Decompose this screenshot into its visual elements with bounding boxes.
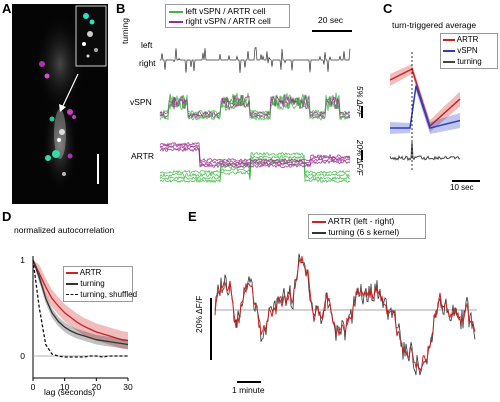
panel-e-time-scale-label: 1 minute [232, 385, 265, 395]
vspn-trace [159, 98, 351, 121]
d-legend-turning-label: turning [80, 279, 105, 288]
d-series-line-2 [32, 259, 128, 358]
panel-b-traces [159, 46, 351, 184]
d-legend-artr: ARTR [66, 268, 101, 277]
e-legend-artr-swatch [312, 220, 326, 223]
artr-trace [159, 147, 351, 169]
row-label-artr: ARTR [131, 151, 154, 161]
c-legend-turning-swatch [443, 60, 455, 63]
d-x-tick-label: 10 [60, 382, 70, 392]
panel-b-time-scale-label: 20 sec [318, 15, 344, 25]
panel-d-xlabel: lag (seconds) [44, 387, 96, 397]
d-series-line-1 [32, 259, 129, 346]
row-label-left: left [141, 40, 153, 50]
row-label-turning: turning [120, 18, 130, 44]
artr-scale-label: 20% ΔF/F [355, 140, 364, 176]
panel-e-y-scale-bar [210, 298, 212, 360]
panel-e-ylabel: 20% ΔF/F [194, 295, 204, 333]
panel-c-time-scale-bar [452, 180, 480, 182]
legend-right-swatch [169, 20, 183, 23]
panel-e-traces [214, 253, 477, 376]
vspn-trace [159, 96, 351, 120]
c-legend-turning: turning [443, 57, 482, 66]
c-legend-vspn-label: vSPN [457, 46, 478, 55]
artr-trace [159, 141, 351, 163]
brain-image-graphic [34, 5, 107, 194]
artr-trace [159, 157, 351, 181]
d-legend-shuffled: turning, shuffled [66, 290, 137, 299]
d-band-0 [33, 260, 128, 350]
legend-left-swatch [169, 10, 183, 13]
d-y-tick-label: 1 [20, 255, 25, 265]
c-legend-artr-label: ARTR [456, 35, 479, 44]
e-legend-turning: turning (6 s kernel) [312, 227, 399, 237]
d-legend-shuffled-label: turning, shuffled [80, 290, 138, 299]
turning-mean-line [389, 141, 461, 162]
panel-b-letter: B [116, 1, 126, 16]
panel-a-letter: A [2, 1, 12, 16]
d-x-tick-label: 20 [92, 382, 102, 392]
panel-d-title: normalized autocorrelation [14, 225, 115, 235]
turning-trace [160, 46, 351, 73]
e-legend-artr: ARTR (left - right) [312, 216, 394, 226]
c-legend-artr: ARTR [443, 35, 478, 44]
vspn-scale-bar [361, 106, 363, 118]
artr-trace [159, 151, 351, 175]
artr-scale-bar [361, 150, 363, 160]
panel-c-letter: C [383, 1, 393, 16]
e-legend-turning-swatch [312, 231, 326, 234]
d-x-tick-label: 30 [123, 382, 133, 392]
artr-trace [159, 154, 351, 178]
panel-d-chart: 0 10 20 30 0 1 [20, 255, 133, 392]
d-legend-turning-swatch [66, 282, 78, 285]
panel-e-time-scale-bar [237, 381, 261, 383]
row-label-vspn: vSPN [130, 97, 152, 107]
d-x-tick-label: 0 [31, 382, 36, 392]
e-artr-trace [214, 256, 476, 373]
legend-right-label: right vSPN / ARTR cell [185, 16, 271, 26]
vspn-scale-label: 5% ΔF/F [355, 86, 364, 117]
panel-d-letter: D [2, 209, 12, 224]
artr-trace [159, 143, 351, 165]
d-legend-turning: turning [66, 279, 105, 288]
panel-c-time-scale-label: 10 sec [450, 183, 474, 192]
d-legend-shuffled-swatch [66, 294, 78, 296]
panel-c-title: turn-triggered average [392, 20, 477, 30]
panel-e-letter: E [188, 209, 197, 224]
artr-mean-line [389, 67, 461, 128]
vspn-mean-line [390, 85, 461, 129]
c-legend-vspn-swatch [443, 49, 455, 52]
panel-e-legend: ARTR (left - right) turning (6 s kernel) [308, 214, 426, 239]
c-legend-turning-label: turning [457, 57, 482, 66]
c-legend-vspn: vSPN [443, 46, 478, 55]
d-y-tick-label: 0 [20, 351, 25, 361]
vspn-trace [159, 94, 351, 117]
c-legend-artr-swatch [443, 38, 455, 41]
row-label-right: right [139, 58, 156, 68]
panel-c-legend: ARTR vSPN turning [440, 33, 498, 69]
legend-right-item: right vSPN / ARTR cell [169, 16, 271, 26]
panel-c-traces [389, 52, 461, 172]
d-band-1 [33, 260, 128, 350]
d-legend-artr-label: ARTR [79, 268, 102, 277]
vspn-trace [159, 92, 351, 115]
d-series-line-0 [32, 259, 129, 342]
e-legend-turning-label: turning (6 s kernel) [328, 227, 400, 237]
e-legend-artr-label: ARTR (left - right) [327, 216, 395, 226]
legend-left-label: left vSPN / ARTR cell [185, 6, 266, 16]
panel-b-legend: left vSPN / ARTR cell right vSPN / ARTR … [165, 4, 290, 28]
legend-left-item: left vSPN / ARTR cell [169, 6, 266, 16]
brain-image [12, 4, 108, 204]
panel-d-legend: ARTR turning turning, shuffled [63, 266, 137, 302]
artr-trace [159, 146, 351, 167]
d-legend-artr-swatch [66, 271, 78, 274]
panel-b-time-scale-bar [312, 30, 352, 32]
vspn-sem-band [390, 80, 460, 134]
